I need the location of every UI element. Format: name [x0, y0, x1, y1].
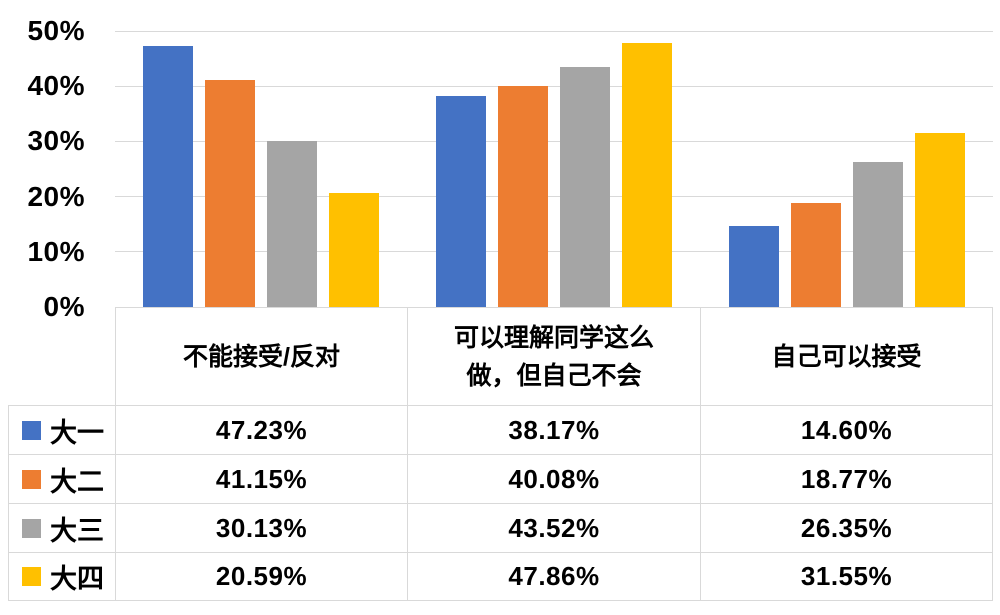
category-header-cell: 不能接受/反对 — [115, 307, 407, 405]
bar-大一-cat2 — [436, 96, 486, 307]
y-axis-tick-label: 10% — [27, 235, 85, 267]
category-header-label: 自己可以接受 — [771, 342, 922, 371]
table-value-cell: 18.77% — [700, 454, 993, 503]
table-value-cell: 47.23% — [115, 405, 407, 454]
bar-大三-cat1 — [267, 140, 318, 307]
table-value-cell: 26.35% — [700, 503, 993, 552]
y-axis-tick-label: 50% — [27, 15, 85, 46]
table-value-cell: 43.52% — [407, 503, 700, 552]
bar-大四-cat2 — [622, 42, 672, 307]
table-value-cell: 20.59% — [115, 552, 407, 601]
category-header-cell: 可以理解同学这么做，但自己不会 — [407, 307, 700, 405]
y-axis-tick-label: 0% — [43, 291, 85, 322]
legend-swatch — [22, 420, 41, 440]
category-header-label: 不能接受/反对 — [183, 342, 340, 371]
table-value-cell: 47.86% — [407, 552, 700, 601]
gridline — [115, 85, 993, 87]
bar-大三-cat3 — [852, 161, 903, 307]
y-axis-tick-label: 30% — [27, 125, 85, 157]
legend-cell-大三: 大三 — [8, 503, 115, 552]
legend-swatch — [22, 567, 41, 586]
category-header-label: 可以理解同学这么做，但自己不会 — [453, 323, 654, 390]
legend-label: 大二 — [50, 466, 104, 497]
legend-swatch — [22, 518, 41, 538]
data-table: 不能接受/反对 可以理解同学这么做，但自己不会 自己可以接受大一 47.23% 38.1… — [8, 307, 993, 601]
gridline — [115, 30, 993, 32]
bar-大二-cat1 — [205, 79, 256, 307]
bar-大四-cat3 — [914, 132, 965, 307]
legend-swatch — [22, 469, 41, 489]
gridline — [115, 251, 993, 253]
bar-大一-cat3 — [728, 226, 779, 307]
legend-cell-大四: 大四 — [8, 552, 115, 601]
table-value-cell: 40.08% — [407, 454, 700, 503]
legend-label: 大三 — [50, 515, 104, 546]
bar-大二-cat2 — [498, 85, 548, 307]
table-corner-cell — [8, 307, 115, 405]
table-value-cell: 30.13% — [115, 503, 407, 552]
legend-label: 大一 — [50, 417, 104, 448]
plot-area: 0% 10% 20% 30% 40% 50% — [0, 0, 1000, 322]
category-header-cell: 自己可以接受 — [700, 307, 993, 405]
bar-大一-cat1 — [143, 46, 194, 307]
gridline — [115, 196, 993, 198]
table-value-cell: 38.17% — [407, 405, 700, 454]
bar-大三-cat2 — [560, 66, 610, 307]
table-value-cell: 14.60% — [700, 405, 993, 454]
y-axis-tick-label: 20% — [27, 180, 85, 212]
legend-cell-大二: 大二 — [8, 454, 115, 503]
gridline — [115, 140, 993, 142]
y-axis-tick-label: 40% — [27, 70, 85, 102]
table-value-cell: 31.55% — [700, 552, 993, 601]
bar-大二-cat3 — [790, 203, 841, 307]
legend-label: 大四 — [50, 564, 104, 594]
table-value-cell: 41.15% — [115, 454, 407, 503]
legend-cell-大一: 大一 — [8, 405, 115, 454]
bar-大四-cat1 — [329, 193, 380, 307]
